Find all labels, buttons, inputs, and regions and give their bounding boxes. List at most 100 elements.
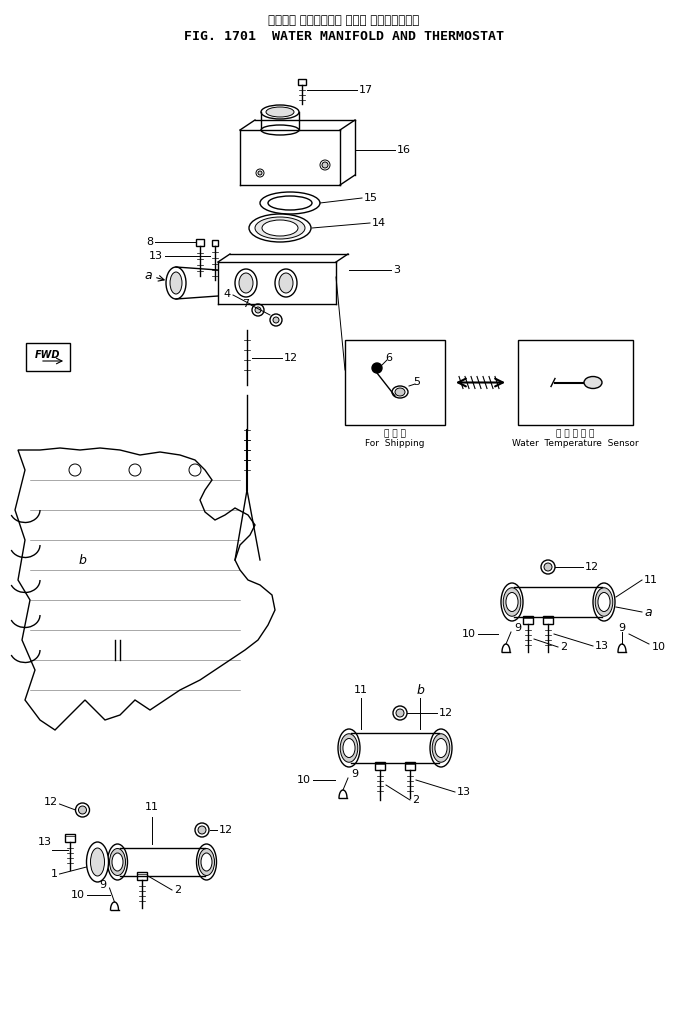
Ellipse shape [510, 591, 517, 612]
Ellipse shape [268, 196, 312, 210]
Circle shape [393, 706, 407, 720]
Ellipse shape [436, 737, 442, 758]
Ellipse shape [338, 729, 360, 767]
Circle shape [195, 823, 209, 837]
Ellipse shape [116, 852, 123, 872]
Polygon shape [15, 448, 275, 730]
Text: 13: 13 [457, 787, 471, 797]
Ellipse shape [506, 592, 518, 611]
Ellipse shape [262, 220, 298, 236]
Ellipse shape [112, 853, 123, 871]
Text: a: a [144, 269, 152, 282]
Circle shape [258, 171, 262, 175]
Bar [523, 615, 533, 624]
Ellipse shape [109, 849, 126, 875]
Bar [345, 340, 445, 425]
Bar [298, 79, 306, 85]
Text: 水 温 セ ン サ: 水 温 セ ン サ [556, 429, 595, 438]
Ellipse shape [249, 214, 311, 242]
Circle shape [273, 317, 279, 323]
Circle shape [322, 162, 328, 168]
Ellipse shape [598, 591, 605, 612]
Bar [137, 872, 147, 880]
Ellipse shape [593, 583, 615, 621]
Text: a: a [644, 605, 652, 619]
Circle shape [78, 806, 87, 814]
Text: 8: 8 [146, 237, 153, 247]
Text: 5: 5 [413, 377, 420, 387]
Ellipse shape [501, 583, 523, 621]
Ellipse shape [392, 386, 408, 399]
Bar [543, 615, 553, 624]
Text: 9: 9 [351, 769, 358, 779]
Circle shape [189, 464, 201, 476]
Text: 17: 17 [359, 85, 373, 95]
Circle shape [396, 709, 404, 717]
Ellipse shape [279, 273, 293, 293]
Circle shape [69, 464, 81, 476]
Ellipse shape [597, 587, 607, 617]
Text: 11: 11 [354, 685, 368, 695]
Ellipse shape [275, 269, 297, 297]
Text: 12: 12 [284, 353, 298, 363]
Ellipse shape [584, 376, 602, 388]
Ellipse shape [196, 844, 216, 880]
Ellipse shape [433, 733, 444, 763]
Circle shape [544, 563, 552, 571]
Text: 道 積 品: 道 積 品 [384, 429, 406, 438]
Bar [26, 343, 70, 371]
Text: 10: 10 [71, 890, 85, 900]
Text: 13: 13 [149, 251, 163, 261]
Bar [65, 834, 74, 842]
Text: 9: 9 [100, 880, 106, 890]
Circle shape [76, 803, 89, 817]
Text: 9: 9 [514, 623, 521, 633]
Ellipse shape [199, 849, 214, 875]
Circle shape [372, 363, 382, 373]
Circle shape [198, 826, 206, 834]
Ellipse shape [170, 272, 182, 294]
Text: 2: 2 [174, 885, 181, 895]
Ellipse shape [435, 738, 447, 757]
Bar [212, 240, 218, 246]
Ellipse shape [598, 592, 610, 611]
Ellipse shape [432, 734, 450, 763]
Ellipse shape [260, 192, 320, 214]
Circle shape [255, 307, 261, 313]
Ellipse shape [201, 853, 212, 871]
Ellipse shape [107, 844, 128, 880]
Text: FIG. 1701  WATER MANIFOLD AND THERMOSTAT: FIG. 1701 WATER MANIFOLD AND THERMOSTAT [183, 30, 504, 43]
Text: Water  Temperature  Sensor: Water Temperature Sensor [513, 439, 639, 448]
Text: 15: 15 [364, 193, 378, 203]
Ellipse shape [503, 588, 521, 617]
Text: 16: 16 [397, 145, 411, 155]
Text: 2: 2 [412, 795, 419, 805]
Bar [196, 239, 204, 246]
Text: 4: 4 [224, 289, 231, 299]
Ellipse shape [239, 273, 253, 293]
Bar [518, 340, 633, 425]
Ellipse shape [340, 734, 358, 763]
Ellipse shape [201, 852, 208, 872]
Text: 12: 12 [439, 708, 453, 718]
Text: 12: 12 [585, 562, 599, 572]
Text: 10: 10 [297, 775, 311, 785]
Ellipse shape [255, 217, 305, 239]
Text: 10: 10 [462, 629, 476, 639]
Circle shape [129, 464, 141, 476]
Bar [375, 762, 385, 770]
Text: 10: 10 [652, 642, 666, 652]
Text: ウォータ マニホールド および サーモスタット: ウォータ マニホールド および サーモスタット [268, 14, 419, 27]
Text: 13: 13 [38, 837, 52, 847]
Ellipse shape [395, 388, 405, 396]
Text: For  Shipping: For Shipping [365, 439, 425, 448]
Ellipse shape [166, 267, 186, 299]
Text: 3: 3 [393, 265, 400, 275]
Text: 13: 13 [595, 641, 609, 651]
Ellipse shape [261, 105, 299, 119]
Ellipse shape [348, 737, 354, 758]
Ellipse shape [261, 125, 299, 135]
Text: 14: 14 [372, 218, 386, 228]
Ellipse shape [87, 842, 109, 882]
Circle shape [270, 314, 282, 325]
